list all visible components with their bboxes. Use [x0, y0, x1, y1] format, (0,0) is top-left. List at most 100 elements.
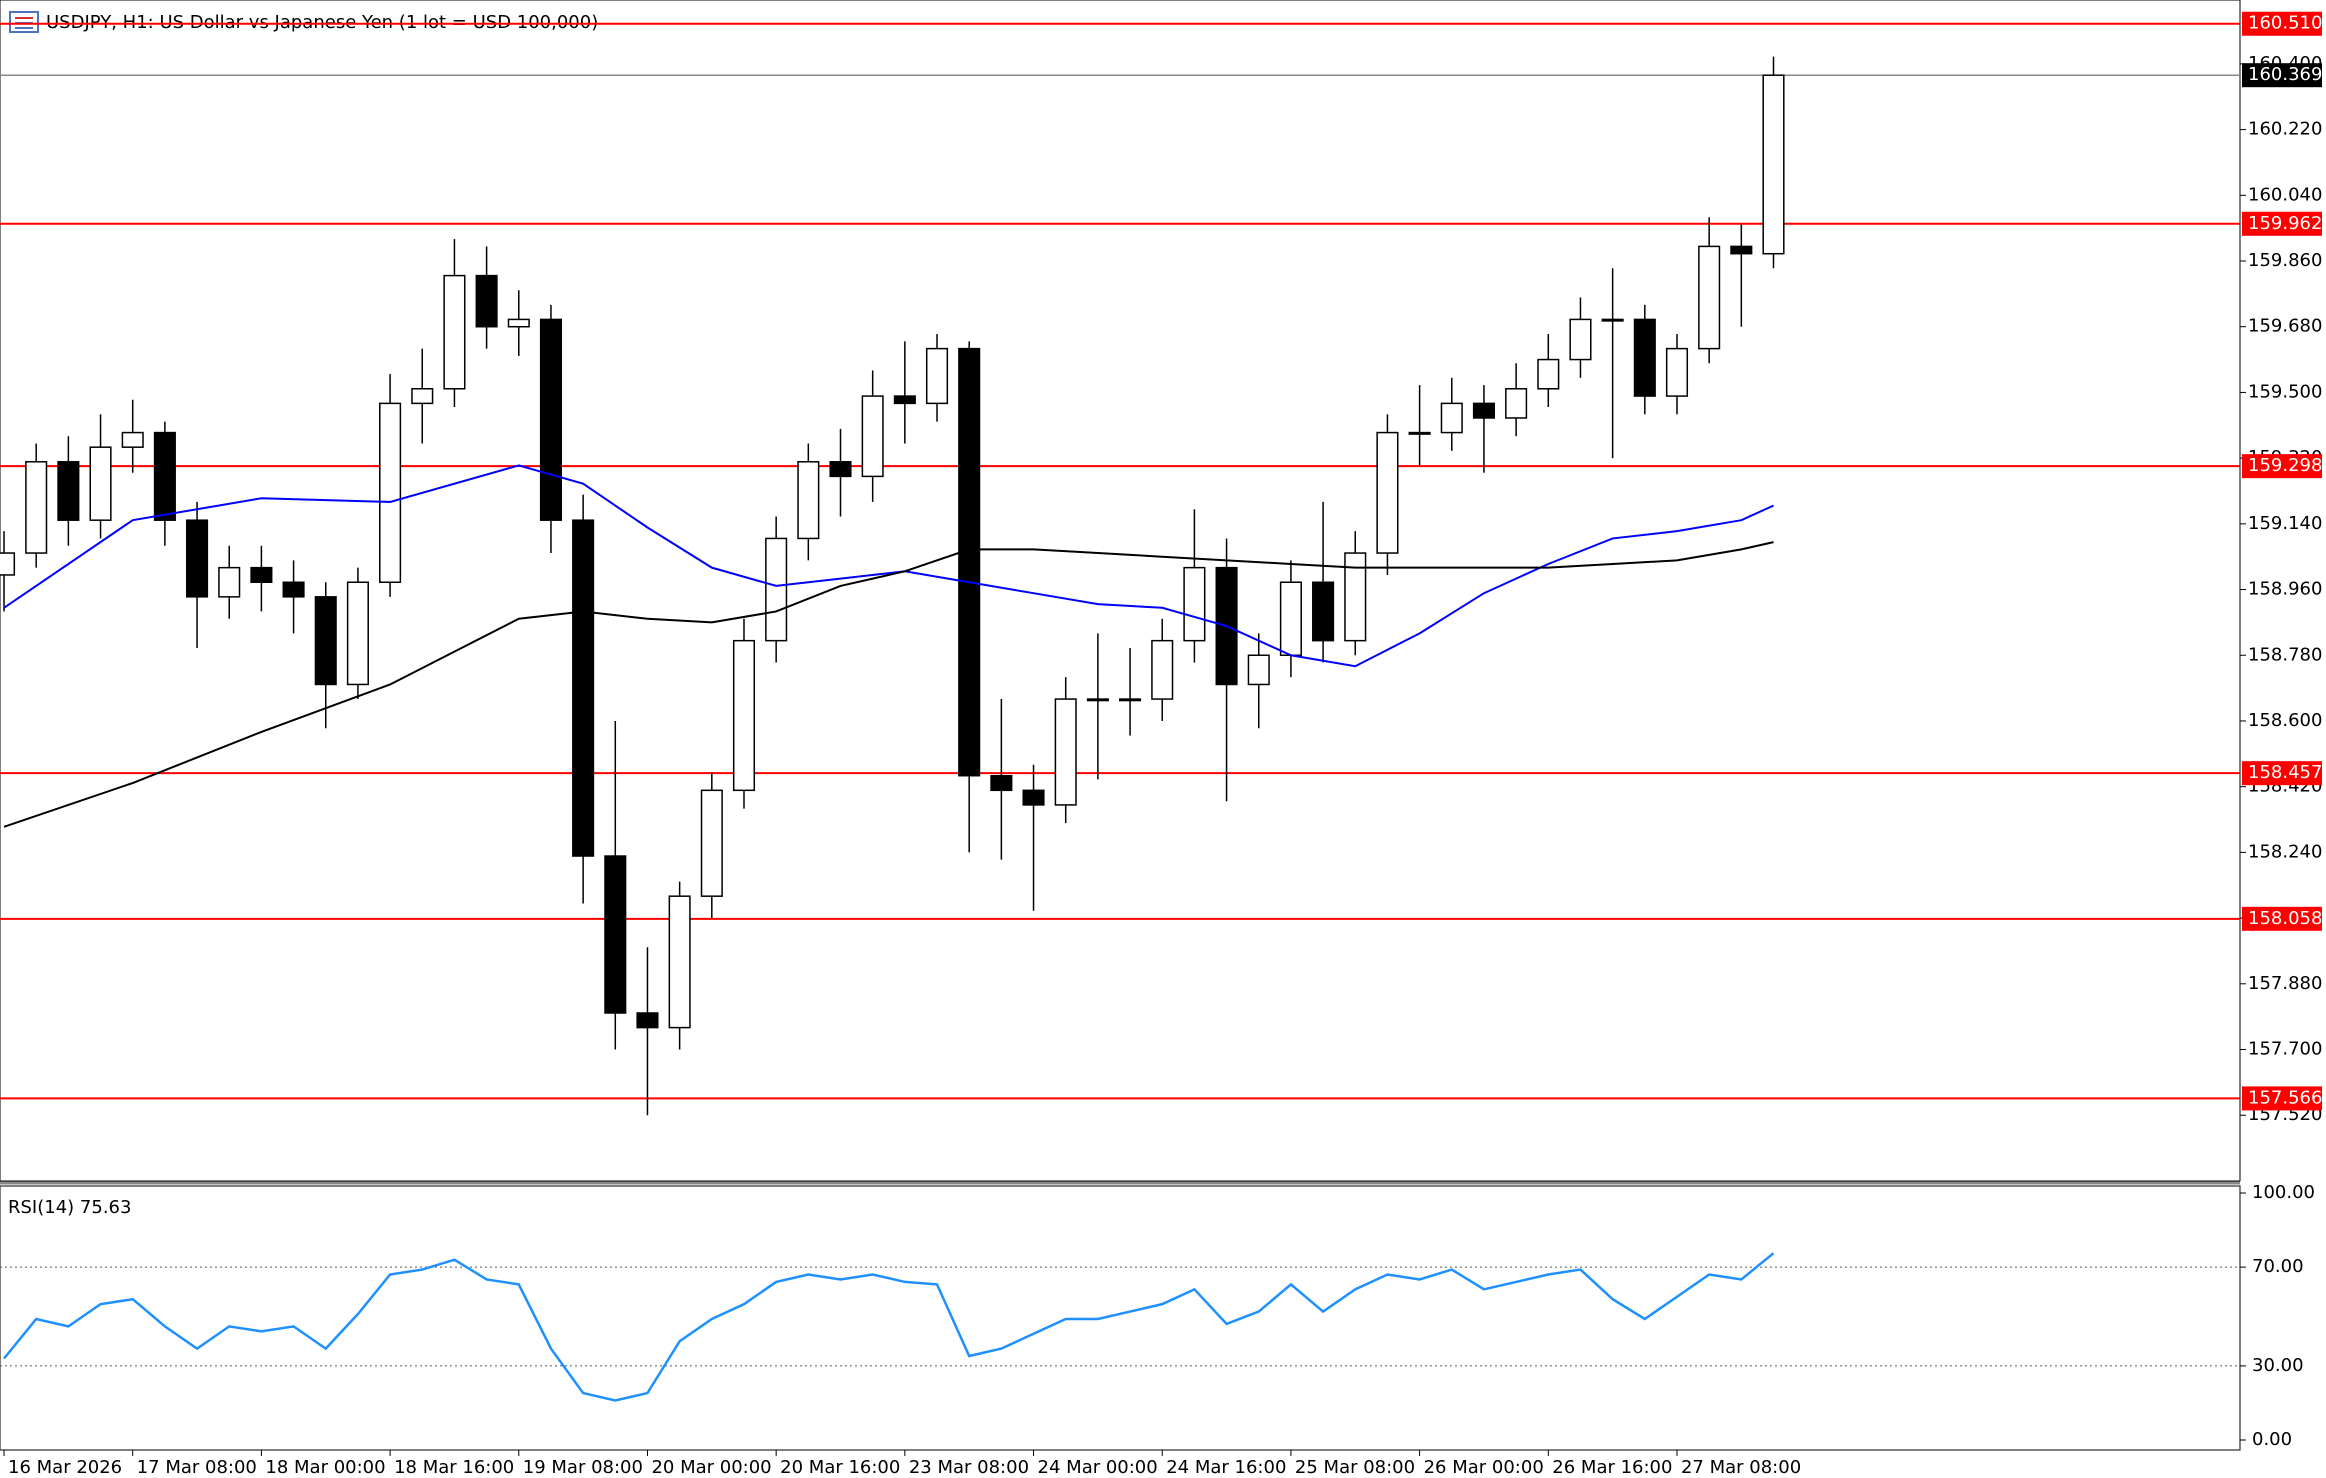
candle-body — [379, 402, 402, 583]
candle-body — [732, 639, 756, 792]
candle-body — [539, 318, 562, 521]
candle-body — [958, 347, 981, 777]
y-tick-label: 159.500 — [2248, 381, 2322, 402]
candle-body — [1376, 431, 1399, 554]
candle-body — [1730, 245, 1753, 255]
candle-body — [604, 855, 627, 1014]
candle-body — [1633, 318, 1656, 397]
candle-body — [1762, 74, 1785, 255]
x-tick-label: 20 Mar 16:00 — [780, 1457, 900, 1478]
candle-body — [1665, 347, 1689, 397]
x-tick-label: 26 Mar 00:00 — [1424, 1457, 1544, 1478]
y-tick-label: 160.220 — [2248, 119, 2322, 140]
x-tick-label: 18 Mar 16:00 — [394, 1457, 514, 1478]
level-label: 159.962 — [2248, 213, 2322, 234]
candle-body — [186, 519, 209, 598]
candle-body — [893, 395, 916, 405]
rsi-panel — [0, 1185, 2241, 1451]
candle-body — [829, 461, 852, 478]
y-tick-label: 159.860 — [2248, 250, 2322, 271]
x-tick-label: 16 Mar 2026 — [8, 1457, 122, 1478]
x-tick-label: 19 Mar 08:00 — [523, 1457, 643, 1478]
candle-body — [411, 388, 434, 405]
x-tick-label: 23 Mar 08:00 — [909, 1457, 1029, 1478]
candle-body — [57, 461, 80, 521]
rsi-y-tick-label: 0.00 — [2252, 1429, 2292, 1450]
candle-body — [1183, 566, 1206, 642]
level-label: 157.566 — [2248, 1087, 2322, 1108]
y-tick-label: 158.240 — [2248, 841, 2322, 862]
candle-body — [121, 431, 144, 448]
level-label-box — [2242, 454, 2322, 479]
rsi-y-tick-label: 100.00 — [2252, 1182, 2315, 1203]
moving-average — [3, 464, 1774, 668]
rsi-y-tick-label: 30.00 — [2252, 1355, 2304, 1376]
x-tick-label: 17 Mar 08:00 — [137, 1457, 257, 1478]
candle-body — [1472, 402, 1495, 419]
y-tick-label: 157.700 — [2248, 1039, 2322, 1060]
x-tick-label: 24 Mar 00:00 — [1038, 1457, 1158, 1478]
candle-body — [1344, 552, 1367, 642]
y-tick-label: 158.780 — [2248, 644, 2322, 665]
candle-body — [1086, 698, 1109, 702]
candle-body — [1601, 318, 1624, 322]
candle-body — [700, 789, 723, 897]
candle-body — [1247, 654, 1270, 686]
candle-body — [250, 566, 273, 583]
level-label: 159.298 — [2248, 455, 2322, 476]
candle-body — [25, 461, 48, 554]
symbol-icon — [9, 11, 39, 33]
candle-body — [1440, 402, 1463, 434]
candle-body — [1408, 431, 1431, 435]
level-label-box — [2242, 211, 2322, 236]
x-tick-label: 18 Mar 00:00 — [265, 1457, 385, 1478]
candle-body — [0, 552, 16, 576]
rsi-y-tick-label: 70.00 — [2252, 1256, 2304, 1277]
level-label: 158.058 — [2248, 908, 2322, 929]
y-tick-label: 159.680 — [2248, 316, 2322, 337]
level-label: 158.457 — [2248, 762, 2322, 783]
candle-body — [1569, 318, 1592, 361]
candle-body — [443, 274, 466, 390]
candle-body — [572, 519, 595, 857]
rsi-line — [3, 1252, 1775, 1402]
candle-body — [1698, 245, 1721, 350]
level-label: 160.510 — [2248, 13, 2322, 34]
candle-body — [1151, 639, 1174, 700]
candle-body — [314, 596, 337, 686]
y-tick-label: 158.600 — [2248, 710, 2322, 731]
y-tick-label: 160.040 — [2248, 184, 2322, 205]
candle-body — [636, 1012, 659, 1029]
candle-body — [1537, 358, 1560, 390]
moving-average — [3, 541, 1774, 828]
candle-body — [861, 395, 884, 478]
candle-body — [1312, 581, 1335, 642]
current-price-label: 160.369 — [2248, 64, 2322, 85]
candle-body — [925, 347, 949, 405]
x-tick-label: 25 Mar 08:00 — [1295, 1457, 1415, 1478]
candle-body — [89, 446, 112, 521]
y-tick-label: 159.140 — [2248, 513, 2322, 534]
current-price-box — [2242, 63, 2322, 88]
x-tick-label: 26 Mar 16:00 — [1552, 1457, 1672, 1478]
candle-body — [1054, 698, 1077, 806]
candle-body — [218, 566, 241, 598]
candle-body — [797, 461, 820, 540]
y-tick-label: 158.960 — [2248, 579, 2322, 600]
candle-body — [1022, 789, 1045, 806]
level-label-box — [2242, 1086, 2322, 1111]
rsi-title: RSI(14) 75.63 — [8, 1197, 131, 1218]
x-tick-label: 27 Mar 08:00 — [1681, 1457, 1801, 1478]
candle-body — [346, 581, 369, 686]
x-tick-label: 24 Mar 16:00 — [1166, 1457, 1286, 1478]
candle-body — [1119, 698, 1142, 702]
candle-body — [475, 274, 498, 328]
price-panel — [0, 0, 2241, 1182]
candle-body — [507, 318, 530, 328]
candle-body — [765, 537, 788, 642]
candle-body — [990, 774, 1013, 792]
candle-body — [153, 431, 176, 521]
level-label-box — [2242, 761, 2322, 786]
level-label-box — [2242, 906, 2322, 931]
candle-body — [1505, 388, 1528, 419]
